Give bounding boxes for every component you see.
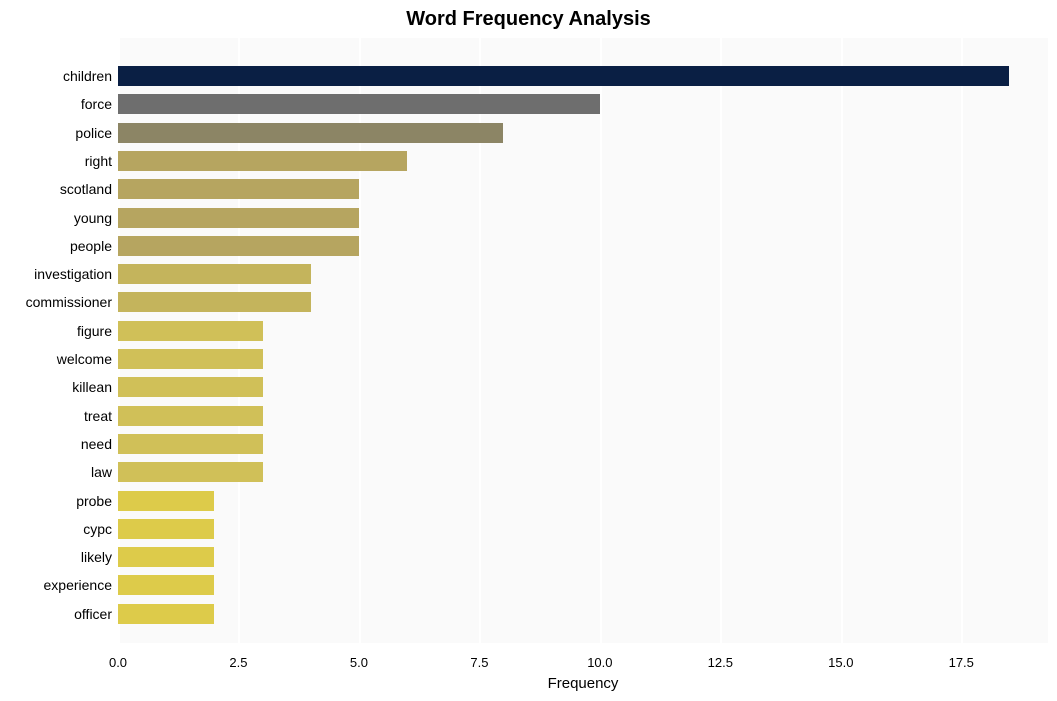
y-axis-label: treat	[0, 408, 112, 424]
x-tick-label: 5.0	[350, 655, 368, 670]
y-axis-label: investigation	[0, 266, 112, 282]
y-axis-label: law	[0, 464, 112, 480]
x-tick-label: 15.0	[828, 655, 853, 670]
y-axis-label: children	[0, 68, 112, 84]
y-axis-label: force	[0, 96, 112, 112]
bar	[118, 575, 214, 595]
bar	[118, 236, 359, 256]
gridline	[720, 38, 722, 643]
y-axis-label: probe	[0, 493, 112, 509]
bar	[118, 123, 503, 143]
gridline	[841, 38, 843, 643]
y-axis-label: commissioner	[0, 294, 112, 310]
x-tick-label: 7.5	[470, 655, 488, 670]
bar	[118, 491, 214, 511]
y-axis-label: experience	[0, 577, 112, 593]
x-tick-label: 10.0	[587, 655, 612, 670]
y-axis-label: welcome	[0, 351, 112, 367]
bar	[118, 377, 263, 397]
y-axis-label: cypc	[0, 521, 112, 537]
gridline	[961, 38, 963, 643]
word-frequency-chart: Word Frequency Analysis children force pol…	[0, 0, 1057, 701]
bar	[118, 151, 407, 171]
y-axis-label: likely	[0, 549, 112, 565]
bar	[118, 321, 263, 341]
x-tick-label: 0.0	[109, 655, 127, 670]
chart-title: Word Frequency Analysis	[0, 8, 1057, 31]
bar	[118, 462, 263, 482]
bar	[118, 519, 214, 539]
bar	[118, 292, 311, 312]
bar	[118, 179, 359, 199]
y-axis-label: police	[0, 125, 112, 141]
y-axis-label: officer	[0, 606, 112, 622]
y-axis-label: scotland	[0, 181, 112, 197]
bar	[118, 547, 214, 567]
y-axis-label: people	[0, 238, 112, 254]
y-axis-label: young	[0, 210, 112, 226]
bar	[118, 604, 214, 624]
y-axis-label: killean	[0, 379, 112, 395]
bar	[118, 208, 359, 228]
bar	[118, 66, 1009, 86]
bar	[118, 406, 263, 426]
bar	[118, 264, 311, 284]
x-tick-label: 2.5	[229, 655, 247, 670]
y-axis-label: right	[0, 153, 112, 169]
x-tick-label: 12.5	[708, 655, 733, 670]
y-axis-label: need	[0, 436, 112, 452]
x-axis-label: Frequency	[118, 675, 1048, 692]
bar	[118, 349, 263, 369]
bar	[118, 94, 600, 114]
x-tick-label: 17.5	[949, 655, 974, 670]
y-axis-label: figure	[0, 323, 112, 339]
gridline	[600, 38, 602, 643]
bar	[118, 434, 263, 454]
